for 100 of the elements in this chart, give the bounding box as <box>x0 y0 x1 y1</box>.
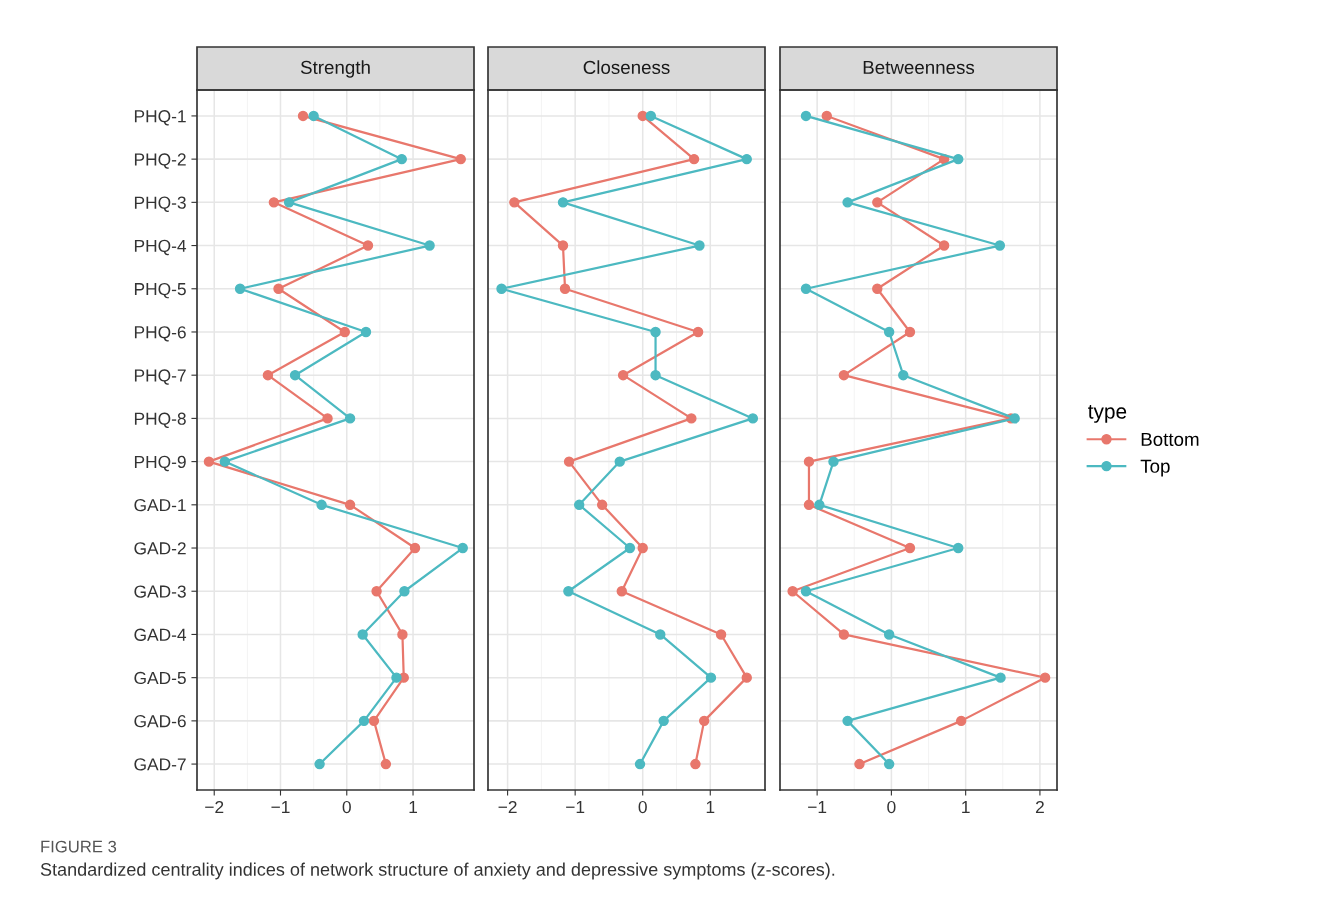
point <box>563 586 574 597</box>
point <box>273 283 284 294</box>
point <box>842 197 853 208</box>
point <box>371 586 382 597</box>
point <box>692 326 704 338</box>
y-tick-label: GAD-4 <box>134 628 187 641</box>
point <box>316 499 327 511</box>
point <box>357 629 368 640</box>
point <box>397 629 408 640</box>
point <box>658 715 669 727</box>
chart-title: Betweenness <box>863 60 975 75</box>
x-tick-label: −1 <box>808 801 827 813</box>
point <box>694 240 705 251</box>
point <box>308 110 319 122</box>
point <box>455 153 466 165</box>
point <box>634 758 646 770</box>
point <box>1039 672 1051 683</box>
point <box>953 153 964 165</box>
point <box>741 153 752 165</box>
point <box>645 110 657 122</box>
point <box>883 629 895 640</box>
point <box>322 413 333 424</box>
point <box>938 240 950 251</box>
y-tick-label: GAD-6 <box>134 715 186 728</box>
y-tick-label: GAD-3 <box>134 585 186 598</box>
point <box>380 758 392 770</box>
point <box>904 326 916 338</box>
point <box>803 456 815 467</box>
point <box>698 715 710 727</box>
y-tick-label: PHQ-3 <box>134 196 186 212</box>
point <box>747 413 759 424</box>
point <box>787 586 798 597</box>
point <box>904 542 916 554</box>
point <box>368 715 380 727</box>
point <box>953 542 964 554</box>
point <box>219 456 231 467</box>
y-tick-label: PHQ-7 <box>134 369 186 385</box>
y-tick-label: GAD-7 <box>134 758 186 771</box>
y-tick-label: GAD-2 <box>134 542 186 555</box>
x-tick-label: −2 <box>498 800 517 813</box>
point <box>268 197 280 208</box>
x-tick-label: 1 <box>706 801 715 813</box>
point <box>690 758 701 770</box>
y-tick-label: PHQ-4 <box>134 239 187 256</box>
x-tick-label: −1 <box>271 801 290 813</box>
point <box>624 542 636 554</box>
point <box>705 672 717 683</box>
point <box>637 542 648 554</box>
x-tick-label: 1 <box>409 801 418 813</box>
point <box>872 283 883 294</box>
point <box>360 326 372 338</box>
point <box>617 369 629 381</box>
x-tick-label: −2 <box>205 800 224 813</box>
point <box>955 715 967 727</box>
point <box>409 542 421 554</box>
point <box>1009 413 1020 424</box>
x-tick-label: −1 <box>566 801 585 813</box>
point <box>741 672 752 683</box>
chart-title: Closeness <box>583 60 670 75</box>
point <box>396 153 407 165</box>
y-tick-label: PHQ-5 <box>134 282 186 299</box>
point <box>828 456 839 467</box>
point <box>234 283 246 294</box>
point <box>616 586 627 597</box>
point <box>391 672 402 683</box>
x-tick-label: 1 <box>962 801 970 813</box>
point <box>842 715 853 727</box>
point <box>800 586 812 597</box>
point <box>650 369 661 381</box>
point <box>872 197 883 208</box>
legend-title: type <box>1088 405 1127 423</box>
point <box>297 110 309 122</box>
point <box>883 326 895 338</box>
y-tick-label: GAD-1 <box>134 498 186 512</box>
text: Standardized centrality indices of network structure of anxiety and depressive symptoms (z-scores). <box>40 862 835 880</box>
y-tick-label: PHQ-6 <box>134 326 186 342</box>
point <box>898 369 909 381</box>
point <box>344 413 356 424</box>
point <box>854 758 865 770</box>
point <box>344 499 356 511</box>
point <box>800 110 812 122</box>
point <box>994 240 1006 251</box>
point <box>424 240 435 251</box>
point <box>339 326 350 338</box>
caption: FIGURE 3 <box>41 840 117 853</box>
point <box>559 283 571 294</box>
point <box>800 283 812 294</box>
y-tick-label: PHQ-2 <box>134 153 186 169</box>
point <box>563 456 575 467</box>
point <box>715 629 727 640</box>
point <box>995 672 1006 683</box>
x-tick-label: 2 <box>1035 800 1044 813</box>
point <box>314 758 325 770</box>
chart-title: Strength <box>300 60 370 78</box>
point <box>203 456 215 467</box>
point <box>289 369 301 381</box>
point <box>814 499 825 511</box>
point <box>838 629 850 640</box>
legend-label: Top <box>1140 459 1170 477</box>
y-tick-label: PHQ-1 <box>134 110 186 126</box>
